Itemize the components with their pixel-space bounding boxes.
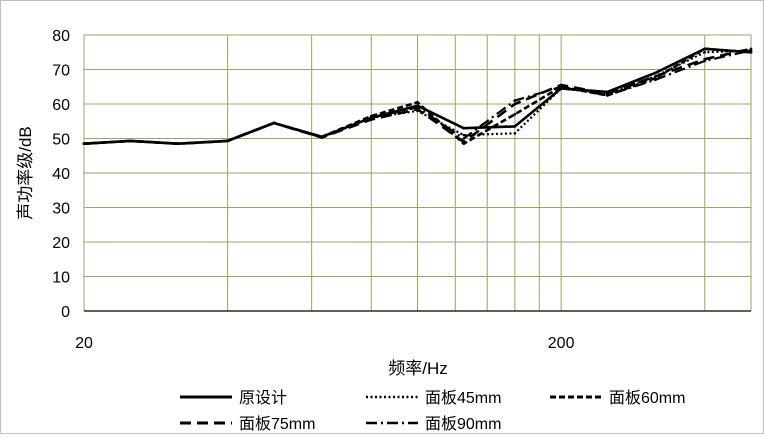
x-axis-label: 频率/Hz <box>388 359 448 378</box>
y-tick-label: 10 <box>52 270 70 287</box>
data-point <box>462 133 466 137</box>
x-tick-label: 200 <box>548 335 575 352</box>
y-tick-label: 50 <box>52 132 70 149</box>
data-point <box>653 71 657 75</box>
data-point <box>703 47 707 51</box>
data-point <box>226 139 229 143</box>
y-tick-label: 80 <box>52 28 70 45</box>
data-point <box>703 59 707 63</box>
data-point <box>653 78 657 82</box>
series-layer <box>82 47 753 145</box>
data-point <box>513 125 517 128</box>
y-tick-label: 20 <box>52 235 70 252</box>
data-point <box>462 140 466 144</box>
data-point <box>272 121 276 125</box>
data-point <box>513 113 517 116</box>
legend-label: 面板90mm <box>425 415 501 433</box>
legend: 原设计 面板45mm 面板60mm 面板75mm 面板90mm <box>180 389 685 433</box>
legend-entry: 面板60mm <box>550 389 685 407</box>
legend-entry: 原设计 <box>180 389 287 407</box>
data-point <box>653 75 657 78</box>
y-axis-label: 声功率级/dB <box>16 126 35 220</box>
data-point <box>82 142 86 145</box>
data-point <box>462 137 466 140</box>
data-point <box>513 132 517 135</box>
axes: 0 10 20 30 40 50 60 70 80 20 200 <box>52 28 751 352</box>
data-point <box>416 106 419 109</box>
legend-label: 面板45mm <box>425 389 501 407</box>
data-point <box>606 94 609 97</box>
data-point <box>176 142 180 145</box>
data-point <box>513 99 517 102</box>
legend-entry: 面板45mm <box>366 389 501 407</box>
legend-label: 面板75mm <box>239 415 315 433</box>
legend-label: 面板60mm <box>609 389 685 407</box>
data-point <box>416 100 419 104</box>
data-point <box>369 116 373 120</box>
x-tick-label: 20 <box>75 335 93 352</box>
legend-label: 原设计 <box>239 389 287 407</box>
data-point <box>749 49 753 52</box>
y-tick-label: 60 <box>52 97 70 114</box>
y-tick-label: 70 <box>52 63 70 80</box>
y-tick-label: 30 <box>52 201 70 218</box>
grid <box>83 34 752 312</box>
data-point <box>128 139 132 143</box>
legend-entry: 面板75mm <box>180 415 315 433</box>
data-point <box>462 126 466 130</box>
data-point <box>559 85 563 89</box>
data-point <box>703 50 707 54</box>
data-point <box>513 102 517 106</box>
series <box>82 49 753 145</box>
y-tick-label: 0 <box>61 304 70 321</box>
legend-entry: 面板90mm <box>366 415 501 433</box>
y-tick-label: 40 <box>52 166 70 183</box>
data-point <box>320 136 324 139</box>
